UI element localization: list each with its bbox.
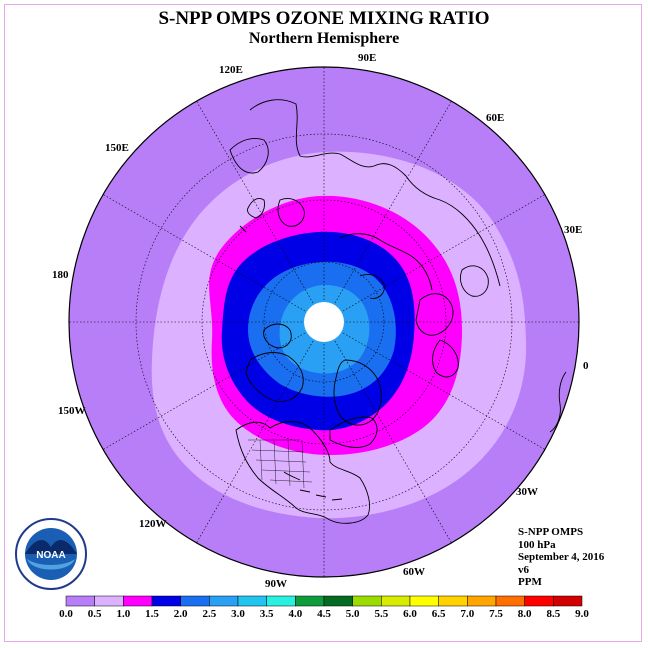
meridian-line [196, 340, 314, 543]
colorbar-tick-label: 0.0 [59, 608, 73, 620]
colorbar-tick-label: 6.5 [431, 608, 446, 620]
meridian-line [103, 194, 306, 312]
colorbar-tick-label: 7.0 [460, 608, 475, 620]
coastline-caribbean [283, 471, 343, 501]
latitude-circle-70n [263, 261, 385, 383]
colorbar-tick-label: 6.0 [403, 608, 417, 620]
colorbar-tick-label: 7.5 [489, 608, 503, 620]
colorbar-tick-label: 4.0 [288, 608, 303, 620]
meridian-line [334, 101, 452, 304]
colorbar-tick-label: 2.0 [173, 608, 188, 620]
coastline-asia [229, 99, 501, 287]
info-date: September 4, 2016 [518, 551, 605, 563]
noaa-logo-text: NOAA [36, 550, 65, 561]
colorbar-tick-label: 4.5 [317, 608, 331, 620]
lon-label-60e: 60E [486, 112, 505, 124]
map-boundary [68, 66, 580, 578]
map-subtitle: Northern Hemisphere [248, 30, 400, 47]
colorbar-tick-label: 8.0 [517, 608, 532, 620]
colorbar-tick-label: 0.5 [87, 608, 102, 620]
colorbar-tick-label: 1.0 [116, 608, 131, 620]
ozone-contour-fill [69, 67, 579, 577]
colorbar-tick-label: 9.0 [575, 608, 589, 620]
colorbar-tick-label: 1.5 [145, 608, 159, 620]
map-info: S-NPP OMPS 100 hPa September 4, 2016 v6 … [518, 526, 604, 589]
info-level: 100 hPa [518, 538, 556, 551]
coastline-canada-arctic [245, 323, 304, 402]
colorbar-tick-label: 3.0 [231, 608, 245, 620]
meridian-line [334, 340, 452, 543]
lon-label-90w: 90W [265, 578, 287, 590]
coastlines [229, 99, 567, 524]
info-instrument: S-NPP OMPS [518, 526, 584, 538]
colorbar-tick-label: 2.5 [202, 608, 217, 620]
lon-label-30e: 30E [564, 224, 583, 236]
colorbar-tick-label: 8.5 [546, 608, 561, 620]
latitude-circle-50n [201, 199, 447, 445]
meridian-line [342, 332, 545, 450]
coastline-africa [549, 371, 567, 433]
info-version: v6 [518, 563, 529, 576]
meridian-line [196, 101, 314, 304]
coastline-north-america [235, 416, 378, 524]
lon-label-0: 0 [583, 360, 589, 372]
lon-label-180: 180 [52, 269, 69, 281]
lon-label-150e: 150E [105, 142, 129, 154]
lon-label-30w: 30W [516, 486, 538, 498]
lon-label-120e: 120E [219, 64, 243, 76]
lon-label-120w: 120W [139, 518, 167, 530]
coastline-europe [415, 265, 489, 378]
coastline-greenland [333, 359, 382, 426]
us-state-borders [248, 439, 313, 489]
meridian-line [342, 194, 545, 312]
colorbar-tick-label: 3.5 [259, 608, 274, 620]
info-units: PPM [518, 576, 542, 588]
coastline-japan [239, 197, 265, 233]
coastline-arctic-russia [339, 233, 433, 299]
lon-label-150w: 150W [58, 405, 86, 417]
lon-label-90e: 90E [358, 52, 377, 64]
noaa-logo: NOAA [15, 518, 87, 590]
polar-missing-data [304, 302, 344, 342]
map-title: S-NPP OMPS OZONE MIXING RATIO [158, 8, 490, 29]
colorbar-tick-label: 5.0 [345, 608, 360, 620]
colorbar-tick-label: 5.5 [374, 608, 389, 620]
lon-label-60w: 60W [403, 566, 425, 578]
figure-frame [4, 4, 642, 642]
